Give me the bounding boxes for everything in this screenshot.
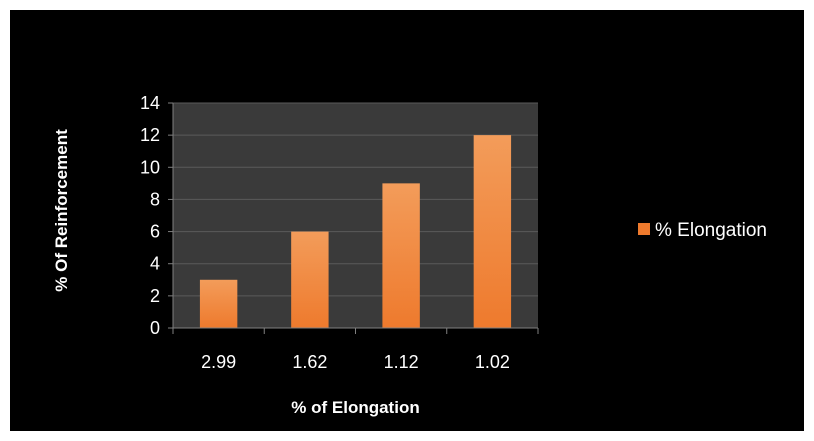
bar — [382, 183, 420, 328]
y-tick-label: 12 — [140, 125, 160, 145]
y-tick-label: 2 — [150, 286, 160, 306]
bar — [291, 231, 329, 328]
bar — [473, 135, 512, 328]
y-tick-label: 4 — [150, 254, 160, 274]
y-tick-label: 14 — [140, 93, 160, 113]
y-tick-labels: 0 2 4 6 8 10 12 14 — [140, 93, 160, 338]
x-tick-label: 1.02 — [475, 352, 510, 372]
y-tick-label: 8 — [150, 189, 160, 209]
x-tick-label: 1.62 — [292, 352, 327, 372]
y-tick-label: 10 — [140, 157, 160, 177]
x-tick-label: 1.12 — [384, 352, 419, 372]
bar-chart: 0 2 4 6 8 10 12 14 2.99 1.62 1.12 1.02 % Of Reinfo… — [52, 93, 767, 417]
chart-frame: 0 2 4 6 8 10 12 14 2.99 1.62 1.12 1.02 % Of Reinfo… — [10, 10, 804, 431]
y-tick-label: 0 — [150, 318, 160, 338]
x-tick-labels: 2.99 1.62 1.12 1.02 — [201, 352, 510, 372]
legend-swatch — [638, 223, 650, 235]
y-tick-label: 6 — [150, 222, 160, 242]
x-tick-label: 2.99 — [201, 352, 236, 372]
bar — [199, 279, 238, 328]
legend-label: % Elongation — [655, 220, 767, 241]
y-axis-title: % Of Reinforcement — [52, 129, 71, 292]
x-axis-title: % of Elongation — [291, 398, 419, 417]
legend: % Elongation — [638, 220, 767, 241]
bars — [199, 135, 512, 328]
axes — [172, 103, 539, 334]
